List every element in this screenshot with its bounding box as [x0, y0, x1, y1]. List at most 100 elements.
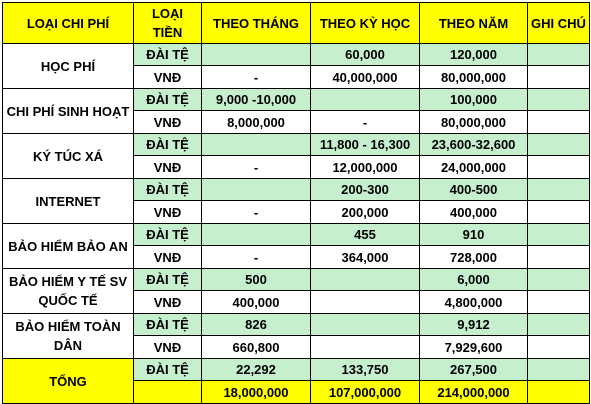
note-cell	[527, 335, 590, 359]
currency-cell: ĐÀI TỆ	[133, 313, 202, 336]
month-cell	[201, 133, 311, 156]
year-cell: 4,800,000	[419, 290, 528, 314]
month-cell: -	[201, 65, 311, 89]
year-cell: 728,000	[419, 245, 528, 269]
month-cell: 500	[201, 268, 311, 291]
month-cell: 826	[201, 313, 311, 336]
currency-cell: ĐÀI TỆ	[133, 268, 202, 291]
month-cell: 660,800	[201, 335, 311, 359]
month-cell	[201, 178, 311, 201]
note-cell	[527, 155, 590, 179]
table-row: CHI PHÍ SINH HOẠT ĐÀI TỆ 9,000 -10,000 1…	[2, 88, 590, 134]
semester-cell: 455	[310, 223, 420, 246]
header-per-year: THEO NĂM	[419, 2, 528, 44]
note-cell	[527, 200, 590, 224]
year-cell: 23,600-32,600	[419, 133, 528, 156]
total-row: TỔNG ĐÀI TỆ 22,292 133,750 267,500	[2, 358, 590, 404]
header-per-month: THEO THÁNG	[201, 2, 311, 44]
month-cell: -	[201, 245, 311, 269]
table-row: HỌC PHÍ ĐÀI TỆ 60,000 120,000	[2, 43, 590, 89]
semester-cell: 200,000	[310, 200, 420, 224]
month-cell: 8,000,000	[201, 110, 311, 134]
currency-cell: VNĐ	[133, 155, 202, 179]
currency-cell: VNĐ	[133, 245, 202, 269]
year-cell: 80,000,000	[419, 110, 528, 134]
year-cell: 120,000	[419, 43, 528, 66]
table-row: BẢO HIỂM TOÀN DÂN ĐÀI TỆ 826 9,912	[2, 313, 590, 359]
currency-cell: VNĐ	[133, 290, 202, 314]
total-semester-cell: 107,000,000	[310, 380, 420, 404]
currency-cell	[133, 380, 202, 404]
table-row: BẢO HIỂM BẢO AN ĐÀI TỆ 455 910	[2, 223, 590, 269]
category-cell: BẢO HIỂM BẢO AN	[2, 223, 134, 269]
table-row: VNĐ 660,800 7,929,600	[3, 335, 590, 359]
total-year-cell: 214,000,000	[419, 380, 528, 404]
currency-cell: ĐÀI TỆ	[133, 43, 202, 66]
note-cell	[527, 268, 590, 291]
total-month-cell: 22,292	[201, 358, 311, 381]
note-cell	[527, 245, 590, 269]
semester-cell: 364,000	[310, 245, 420, 269]
header-currency-type: LOẠI TIỀN	[133, 2, 202, 44]
category-cell: CHI PHÍ SINH HOẠT	[2, 88, 134, 134]
total-month-cell: 18,000,000	[201, 380, 311, 404]
semester-cell	[310, 313, 420, 336]
note-cell	[527, 43, 590, 66]
category-cell: INTERNET	[2, 178, 134, 224]
table-row: VNĐ - 364,000 728,000	[3, 245, 590, 269]
semester-cell	[310, 88, 420, 111]
currency-cell: ĐÀI TỆ	[133, 358, 202, 381]
month-cell: -	[201, 155, 311, 179]
table-row: BẢO HIỂM Y TẾ SV QUỐC TẾ ĐÀI TỆ 500 6,00…	[2, 268, 590, 314]
year-cell: 24,000,000	[419, 155, 528, 179]
month-cell	[201, 43, 311, 66]
year-cell: 400,000	[419, 200, 528, 224]
note-cell	[527, 380, 590, 404]
semester-cell	[310, 268, 420, 291]
year-cell: 400-500	[419, 178, 528, 201]
note-cell	[527, 313, 590, 336]
month-cell: -	[201, 200, 311, 224]
semester-cell: 200-300	[310, 178, 420, 201]
currency-cell: VNĐ	[133, 65, 202, 89]
currency-cell: ĐÀI TỆ	[133, 223, 202, 246]
note-cell	[527, 110, 590, 134]
semester-cell: 12,000,000	[310, 155, 420, 179]
month-cell: 9,000 -10,000	[201, 88, 311, 111]
table-row: VNĐ - 40,000,000 80,000,000	[3, 65, 590, 89]
note-cell	[527, 88, 590, 111]
year-cell: 910	[419, 223, 528, 246]
category-cell: HỌC PHÍ	[2, 43, 134, 89]
total-semester-cell: 133,750	[310, 358, 420, 381]
semester-cell: -	[310, 110, 420, 134]
currency-cell: VNĐ	[133, 110, 202, 134]
category-cell: BẢO HIỂM Y TẾ SV QUỐC TẾ	[2, 268, 134, 314]
year-cell: 6,000	[419, 268, 528, 291]
year-cell: 7,929,600	[419, 335, 528, 359]
header-notes: GHI CHÚ	[527, 2, 590, 44]
currency-cell: ĐÀI TỆ	[133, 133, 202, 156]
note-cell	[527, 290, 590, 314]
currency-cell: ĐÀI TỆ	[133, 88, 202, 111]
semester-cell: 40,000,000	[310, 65, 420, 89]
total-label: TỔNG	[2, 358, 134, 404]
total-year-cell: 267,500	[419, 358, 528, 381]
currency-cell: VNĐ	[133, 335, 202, 359]
table-row: KÝ TÚC XÁ ĐÀI TỆ 11,800 - 16,300 23,600-…	[2, 133, 590, 179]
year-cell: 9,912	[419, 313, 528, 336]
note-cell	[527, 133, 590, 156]
currency-cell: ĐÀI TỆ	[133, 178, 202, 201]
month-cell	[201, 223, 311, 246]
note-cell	[527, 65, 590, 89]
semester-cell	[310, 335, 420, 359]
note-cell	[527, 178, 590, 201]
category-cell: KÝ TÚC XÁ	[2, 133, 134, 179]
header-per-semester: THEO KỲ HỌC	[310, 2, 420, 44]
header-row: LOẠI CHI PHÍ LOẠI TIỀN THEO THÁNG THEO K…	[2, 2, 590, 44]
header-cost-type: LOẠI CHI PHÍ	[2, 2, 134, 44]
year-cell: 100,000	[419, 88, 528, 111]
semester-cell: 11,800 - 16,300	[310, 133, 420, 156]
currency-cell: VNĐ	[133, 200, 202, 224]
category-cell: BẢO HIỂM TOÀN DÂN	[2, 313, 134, 359]
